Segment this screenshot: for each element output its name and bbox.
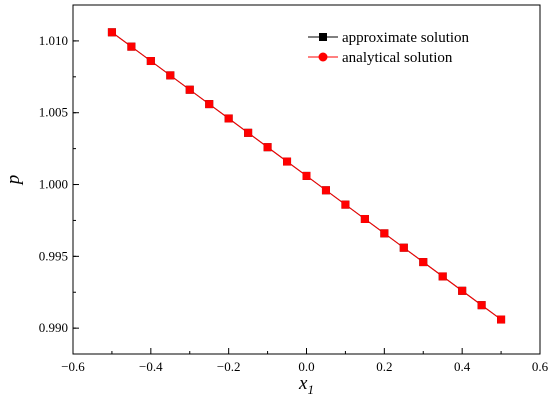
data-point-analytical [127,42,136,51]
y-tick-label: 1.010 [39,33,68,48]
legend-square-marker [319,33,327,41]
x-tick-label: 0.2 [376,359,392,374]
y-tick-label: 1.000 [39,177,68,192]
x-tick-label: 0.0 [298,359,314,374]
data-point-analytical [497,315,506,324]
data-point-analytical [477,301,486,310]
data-point-analytical [399,243,408,252]
data-point-analytical [321,186,330,195]
data-point-analytical [458,286,467,295]
x-tick-label: −0.6 [61,359,85,374]
data-point-analytical [146,57,155,66]
data-point-analytical [438,272,447,281]
legend-label: approximate solution [342,30,470,46]
data-point-analytical [283,157,292,166]
x-tick-label: −0.4 [139,359,163,374]
data-point-analytical [302,171,311,180]
data-point-analytical [107,28,116,37]
x-axis-title: x1 [298,373,314,397]
y-tick-label: 0.995 [39,248,68,263]
x-axis-title-subscript: 1 [307,382,314,397]
y-axis-title: p [3,175,24,187]
plot-series [107,28,506,324]
x-tick-label: −0.2 [217,359,241,374]
legend: approximate solution analytical solution [308,30,470,66]
plot-frame [72,4,541,355]
data-point-analytical [380,229,389,238]
data-point-analytical [224,114,233,123]
x-tick-label: 0.4 [454,359,471,374]
y-tick-label: 1.005 [39,105,68,120]
data-point-analytical [185,85,194,94]
y-tick-label: 0.990 [39,320,68,335]
x-axis: −0.6 −0.4 −0.2 0.0 0.2 0.4 0.6 [61,348,549,374]
data-point-analytical [360,214,369,223]
data-point-analytical [205,100,214,109]
y-axis: 0.990 0.995 1.000 1.005 1.010 [39,4,79,335]
data-point-analytical [166,71,175,80]
data-point-analytical [263,143,272,152]
data-point-analytical [341,200,350,209]
legend-circle-marker [318,52,328,62]
data-point-analytical [419,258,428,267]
x-axis-title-main: x [298,373,308,394]
data-point-analytical [244,128,253,137]
x-tick-label: 0.6 [532,359,549,374]
legend-label: analytical solution [342,50,453,66]
